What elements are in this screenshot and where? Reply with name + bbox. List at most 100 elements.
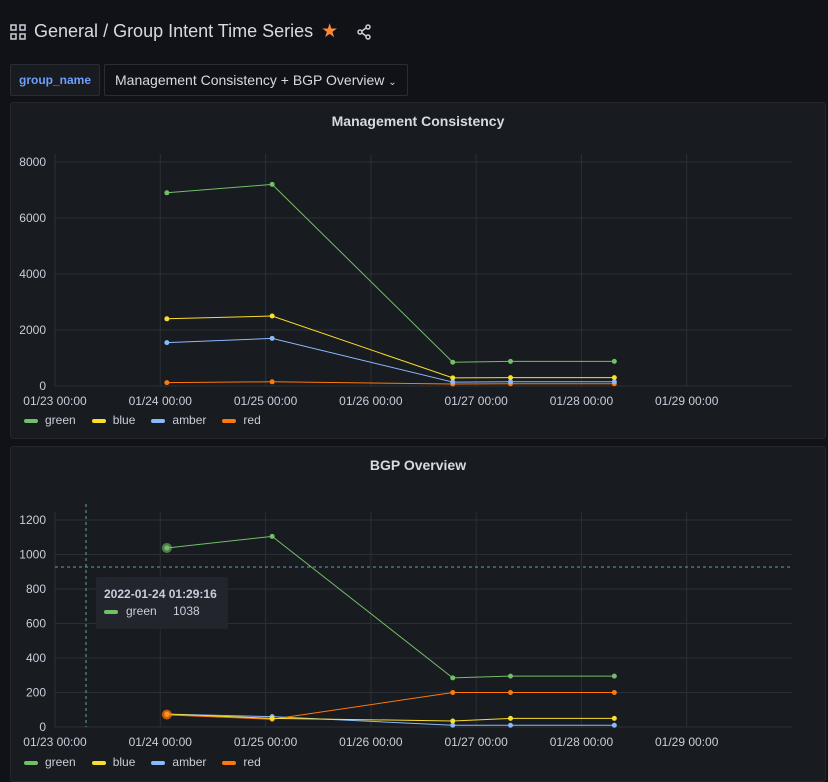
data-point-red xyxy=(611,690,617,695)
legend-item-green[interactable]: green xyxy=(24,413,76,427)
variable-select[interactable]: Management Consistency + BGP Overview ⌄ xyxy=(104,64,408,96)
data-point-red xyxy=(164,380,170,386)
data-point-green xyxy=(269,181,275,187)
data-point-blue xyxy=(508,375,514,381)
legend-swatch xyxy=(24,760,38,765)
data-point-amber xyxy=(611,722,617,728)
legend-label: amber xyxy=(172,413,207,427)
x-tick-label: 01/24 00:00 xyxy=(129,394,193,408)
data-point-amber xyxy=(508,722,514,728)
star-icon[interactable]: ★ xyxy=(321,21,339,42)
hover-point-red xyxy=(161,709,172,720)
y-tick-label: 2000 xyxy=(19,323,46,337)
y-tick-label: 8000 xyxy=(19,155,46,169)
y-tick-label: 400 xyxy=(26,651,46,665)
legend-item-blue[interactable]: blue xyxy=(91,413,136,427)
data-point-red xyxy=(508,690,514,695)
legend-item-blue[interactable]: blue xyxy=(91,755,136,769)
page-title: / Group Intent Time Series xyxy=(103,21,314,41)
data-point-blue xyxy=(611,715,617,721)
legend-label: red xyxy=(243,413,261,427)
panel-title: Management Consistency xyxy=(331,113,505,129)
x-tick-label: 01/23 00:00 xyxy=(23,394,87,408)
x-tick-label: 01/29 00:00 xyxy=(655,735,719,749)
x-tick-label: 01/25 00:00 xyxy=(234,735,298,749)
data-point-blue xyxy=(450,718,456,724)
x-tick-label: 01/29 00:00 xyxy=(655,394,719,408)
dashboard-grid-icon xyxy=(10,23,26,40)
data-point-green xyxy=(611,358,617,364)
folder-link[interactable]: General xyxy=(34,21,99,41)
share-icon[interactable] xyxy=(356,23,372,40)
y-tick-label: 6000 xyxy=(19,211,46,225)
legend-swatch xyxy=(24,418,38,423)
data-point-amber xyxy=(508,379,514,385)
tooltip: 2022-01-24 01:29:16 green 1038 xyxy=(96,577,228,629)
x-tick-label: 01/28 00:00 xyxy=(550,394,614,408)
hover-point-green xyxy=(161,542,172,553)
y-tick-label: 4000 xyxy=(19,267,46,281)
legend: green blue amber red xyxy=(24,413,261,427)
x-tick-label: 01/24 00:00 xyxy=(129,735,193,749)
legend-swatch xyxy=(91,760,106,765)
legend: green blue amber red xyxy=(24,755,261,769)
legend-label: blue xyxy=(112,413,136,427)
x-tick-label: 01/27 00:00 xyxy=(444,735,508,749)
legend-swatch xyxy=(91,418,106,423)
legend-item-green[interactable]: green xyxy=(24,755,76,769)
x-tick-label: 01/26 00:00 xyxy=(339,735,403,749)
data-point-green xyxy=(450,359,456,365)
legend-item-amber[interactable]: amber xyxy=(151,413,206,427)
series-line-green xyxy=(166,535,615,679)
data-point-blue xyxy=(269,715,275,721)
legend-swatch xyxy=(222,760,237,765)
variable-value: Management Consistency + BGP Overview xyxy=(115,72,385,88)
y-tick-label: 200 xyxy=(26,686,46,700)
data-point-amber xyxy=(450,379,456,385)
data-point-green xyxy=(508,673,514,679)
data-point-blue xyxy=(164,316,170,322)
x-tick-label: 01/27 00:00 xyxy=(444,394,508,408)
y-tick-label: 800 xyxy=(26,582,46,596)
data-point-blue xyxy=(269,313,275,319)
panel-management-consistency: Management Consistency xyxy=(10,102,826,439)
data-point-green xyxy=(269,533,275,539)
tooltip-value: 1038 xyxy=(173,604,200,618)
data-point-blue xyxy=(508,715,514,721)
legend-item-red[interactable]: red xyxy=(222,755,261,769)
panel-bgp-overview: BGP Overview xyxy=(10,446,826,782)
panel-title: BGP Overview xyxy=(369,457,467,473)
legend-swatch xyxy=(151,760,166,765)
legend-label: red xyxy=(243,755,261,769)
y-tick-label: 600 xyxy=(26,617,46,631)
y-tick-label: 1000 xyxy=(19,548,46,562)
data-point-amber xyxy=(164,340,170,346)
data-point-green xyxy=(611,673,617,679)
data-point-blue xyxy=(611,375,617,381)
legend-item-amber[interactable]: amber xyxy=(151,755,206,769)
data-point-blue xyxy=(450,375,456,381)
series-line-green xyxy=(166,183,615,363)
variable-label: group_name xyxy=(10,64,101,96)
tooltip-time: 2022-01-24 01:29:16 xyxy=(104,587,217,601)
tooltip-swatch xyxy=(104,610,118,614)
legend-swatch xyxy=(222,418,237,423)
legend-label: amber xyxy=(172,755,207,769)
data-point-red xyxy=(269,379,275,385)
data-point-amber xyxy=(269,335,275,341)
data-point-amber xyxy=(611,379,617,385)
data-point-amber xyxy=(450,722,456,728)
series-line-amber xyxy=(166,337,615,383)
x-tick-label: 01/23 00:00 xyxy=(23,735,87,749)
legend-label: green xyxy=(45,413,76,427)
data-point-green xyxy=(450,675,456,681)
legend-label: blue xyxy=(112,755,136,769)
breadcrumb: General / Group Intent Time Series ★ xyxy=(10,20,380,43)
y-tick-label: 0 xyxy=(39,720,46,734)
x-tick-label: 01/26 00:00 xyxy=(339,394,403,408)
chevron-down-icon: ⌄ xyxy=(388,77,397,88)
legend-item-red[interactable]: red xyxy=(222,413,261,427)
data-point-green xyxy=(508,358,514,364)
series-line-blue xyxy=(166,315,615,379)
